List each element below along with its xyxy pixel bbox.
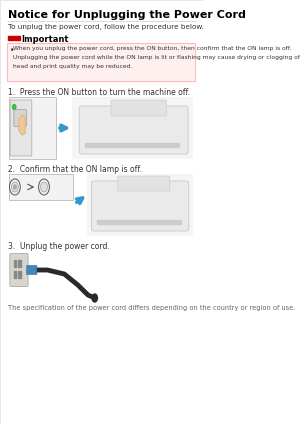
- Text: 1.  Press the ON button to turn the machine off.: 1. Press the ON button to turn the machi…: [8, 88, 190, 97]
- FancyBboxPatch shape: [92, 181, 189, 231]
- FancyArrowPatch shape: [76, 198, 82, 204]
- Bar: [14, 260, 16, 267]
- Bar: [16, 36, 20, 40]
- Circle shape: [92, 294, 98, 302]
- Circle shape: [11, 182, 18, 192]
- Text: Notice for Unplugging the Power Cord: Notice for Unplugging the Power Cord: [8, 10, 246, 20]
- FancyBboxPatch shape: [10, 254, 28, 287]
- Bar: [8, 36, 11, 40]
- Circle shape: [13, 104, 16, 109]
- Text: To unplug the power cord, follow the procedure below.: To unplug the power cord, follow the pro…: [8, 24, 204, 30]
- Text: The specification of the power cord differs depending on the country or region o: The specification of the power cord diff…: [8, 305, 296, 311]
- FancyBboxPatch shape: [9, 97, 56, 159]
- Bar: [18, 271, 21, 278]
- Bar: [14, 271, 16, 278]
- Bar: [85, 143, 179, 147]
- FancyBboxPatch shape: [118, 176, 170, 191]
- FancyBboxPatch shape: [111, 100, 166, 116]
- FancyBboxPatch shape: [79, 106, 188, 154]
- Bar: [97, 220, 182, 224]
- Polygon shape: [19, 115, 25, 135]
- Text: When you unplug the power cord, press the ON button, then confirm that the ON la: When you unplug the power cord, press th…: [13, 46, 291, 51]
- Text: head and print quality may be reduced.: head and print quality may be reduced.: [13, 64, 132, 69]
- FancyBboxPatch shape: [10, 100, 32, 156]
- FancyBboxPatch shape: [7, 43, 195, 81]
- Text: 3.  Unplug the power cord.: 3. Unplug the power cord.: [8, 242, 110, 251]
- FancyBboxPatch shape: [27, 265, 37, 274]
- Text: 2.  Confirm that the ON lamp is off.: 2. Confirm that the ON lamp is off.: [8, 165, 142, 174]
- FancyArrowPatch shape: [60, 125, 66, 131]
- FancyBboxPatch shape: [9, 174, 73, 200]
- Text: Important: Important: [22, 35, 69, 44]
- Bar: [18, 260, 21, 267]
- FancyBboxPatch shape: [14, 109, 27, 126]
- Text: Unplugging the power cord while the ON lamp is lit or flashing may cause drying : Unplugging the power cord while the ON l…: [13, 55, 300, 60]
- FancyBboxPatch shape: [87, 174, 193, 236]
- Bar: [12, 36, 16, 40]
- Circle shape: [40, 182, 47, 192]
- FancyBboxPatch shape: [72, 97, 193, 159]
- Text: •: •: [10, 46, 14, 55]
- Circle shape: [14, 185, 16, 189]
